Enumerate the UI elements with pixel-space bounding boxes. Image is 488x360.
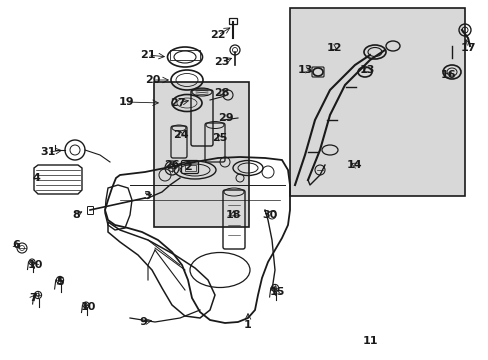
Text: 31: 31 <box>40 147 56 157</box>
Text: 27: 27 <box>170 98 185 108</box>
Text: 13: 13 <box>359 65 374 75</box>
Text: 5: 5 <box>56 277 63 287</box>
Bar <box>289 8 464 196</box>
Text: 11: 11 <box>362 336 377 346</box>
Text: 3: 3 <box>143 191 150 201</box>
Text: 10: 10 <box>80 302 96 312</box>
Bar <box>170 50 200 60</box>
Text: 17: 17 <box>459 43 475 53</box>
Text: 30: 30 <box>262 210 277 220</box>
Text: 7: 7 <box>29 293 37 303</box>
Text: 12: 12 <box>325 43 341 53</box>
Text: 14: 14 <box>346 160 362 170</box>
Text: 19: 19 <box>118 97 134 107</box>
Text: 8: 8 <box>72 210 80 220</box>
Bar <box>228 18 237 24</box>
Text: 10: 10 <box>27 260 42 270</box>
Text: 21: 21 <box>140 50 156 60</box>
Text: 15: 15 <box>269 287 284 297</box>
Text: 13: 13 <box>297 65 312 75</box>
Text: 26: 26 <box>164 160 180 170</box>
Text: 24: 24 <box>173 130 188 140</box>
Text: 20: 20 <box>145 75 161 85</box>
Text: 18: 18 <box>225 210 240 220</box>
Text: 1: 1 <box>244 320 251 330</box>
Text: 23: 23 <box>214 57 229 67</box>
Text: 6: 6 <box>12 240 20 250</box>
Text: 4: 4 <box>32 173 40 183</box>
Text: 9: 9 <box>139 317 146 327</box>
Text: 2: 2 <box>184 162 191 172</box>
Text: 28: 28 <box>214 88 229 98</box>
Bar <box>154 82 248 227</box>
Text: 16: 16 <box>439 70 455 80</box>
Text: 25: 25 <box>212 133 227 143</box>
Text: 22: 22 <box>210 30 225 40</box>
Text: 29: 29 <box>218 113 233 123</box>
